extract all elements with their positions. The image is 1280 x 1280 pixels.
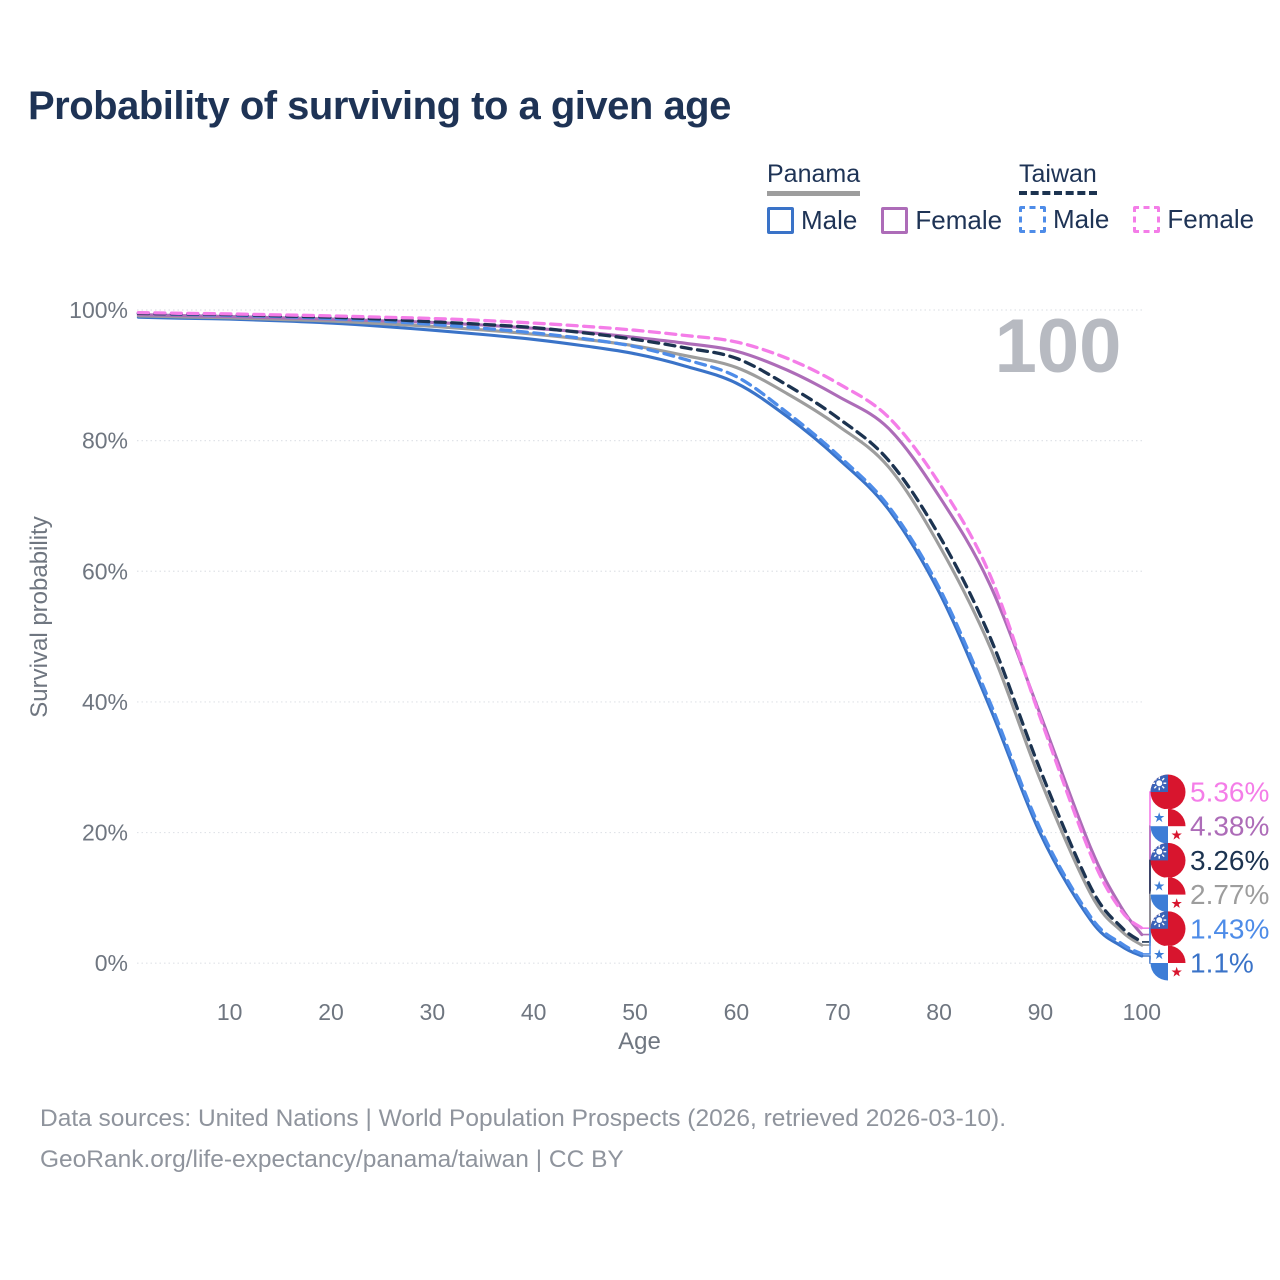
flag-taiwan-icon xyxy=(1150,842,1186,878)
legend-group-panama: Panama Male Female xyxy=(767,160,1002,236)
legend-label-panama-male: Male xyxy=(801,205,858,235)
end-label-panama-male: ★★ 1.1% xyxy=(1142,945,1254,981)
end-value-label: 1.43% xyxy=(1190,913,1269,944)
legend-item-taiwan-female[interactable]: Female xyxy=(1133,204,1254,235)
y-tick-label: 20% xyxy=(82,820,128,846)
end-label-taiwan-total: 3.26% xyxy=(1142,842,1269,943)
y-axis-title: Survival probability xyxy=(26,516,53,717)
line-panama-total[interactable] xyxy=(136,314,1144,947)
x-axis-title: Age xyxy=(618,1028,661,1055)
svg-text:★: ★ xyxy=(1171,964,1183,979)
x-tick-label: 20 xyxy=(318,999,344,1025)
line-panama-male[interactable] xyxy=(136,315,1144,958)
x-tick-label: 90 xyxy=(1028,999,1054,1025)
y-tick-label: 80% xyxy=(82,428,128,454)
end-value-label: 3.26% xyxy=(1190,845,1269,876)
line-panama-female[interactable] xyxy=(136,313,1144,937)
taiwan-female-swatch-icon xyxy=(1133,206,1161,233)
x-tick-label: 50 xyxy=(622,999,648,1025)
x-tick-label: 80 xyxy=(926,999,952,1025)
end-label-taiwan-male: 1.43% xyxy=(1142,911,1269,955)
svg-text:★: ★ xyxy=(1153,878,1165,893)
line-taiwan-female[interactable] xyxy=(136,310,1144,930)
flag-taiwan-icon xyxy=(1150,774,1186,810)
legend-label-taiwan-female: Female xyxy=(1167,204,1255,234)
page-title: Probability of surviving to a given age xyxy=(28,84,731,128)
flag-panama-icon: ★★ xyxy=(1150,877,1186,913)
legend-item-panama-female[interactable]: Female xyxy=(881,205,1002,236)
hover-age-indicator: 100 xyxy=(995,304,1122,389)
legend-heading-taiwan[interactable]: Taiwan xyxy=(1019,160,1097,195)
panama-female-swatch-icon xyxy=(881,207,909,234)
y-tick-label: 60% xyxy=(82,558,128,584)
legend-heading-panama[interactable]: Panama xyxy=(767,160,861,196)
flag-panama-icon: ★★ xyxy=(1150,808,1186,844)
footer-line-attribution: GeoRank.org/life-expectancy/panama/taiwa… xyxy=(40,1146,624,1173)
legend-group-taiwan: Taiwan Male Female xyxy=(1019,160,1254,235)
line-taiwan-male[interactable] xyxy=(136,311,1144,956)
end-value-label: 4.38% xyxy=(1190,811,1269,842)
x-tick-label: 10 xyxy=(217,999,243,1025)
panama-male-swatch-icon xyxy=(767,207,794,234)
end-label-panama-female: ★★ 4.38% xyxy=(1142,808,1269,936)
x-tick-label: 100 xyxy=(1123,999,1161,1025)
y-tick-label: 40% xyxy=(82,689,128,715)
flag-panama-icon: ★★ xyxy=(1150,945,1186,981)
data-source-footer: Data sources: United Nations | World Pop… xyxy=(40,1098,1006,1180)
legend-label-taiwan-male: Male xyxy=(1053,204,1110,234)
end-label-taiwan-female: 5.36% xyxy=(1142,774,1269,930)
svg-text:★: ★ xyxy=(1171,828,1183,843)
y-tick-label: 100% xyxy=(69,297,128,323)
legend-item-panama-male[interactable]: Male xyxy=(767,205,857,236)
flag-taiwan-icon xyxy=(1150,911,1186,947)
end-value-label: 1.1% xyxy=(1190,948,1254,979)
legend-item-taiwan-male[interactable]: Male xyxy=(1019,204,1109,235)
end-value-label: 2.77% xyxy=(1190,879,1269,910)
x-tick-label: 30 xyxy=(420,999,446,1025)
taiwan-male-swatch-icon xyxy=(1019,206,1046,233)
y-tick-label: 0% xyxy=(95,950,128,976)
end-value-label: 5.36% xyxy=(1190,777,1269,808)
footer-line-sources: Data sources: United Nations | World Pop… xyxy=(40,1105,1007,1132)
line-taiwan-total[interactable] xyxy=(136,311,1144,944)
x-tick-label: 40 xyxy=(521,999,547,1025)
svg-text:★: ★ xyxy=(1153,947,1165,962)
x-tick-label: 70 xyxy=(825,999,851,1025)
svg-text:★: ★ xyxy=(1153,810,1165,825)
end-label-panama-total: ★★ 2.77% xyxy=(1142,877,1269,946)
svg-text:★: ★ xyxy=(1171,896,1183,911)
x-tick-label: 60 xyxy=(724,999,750,1025)
legend-label-panama-female: Female xyxy=(915,205,1003,235)
